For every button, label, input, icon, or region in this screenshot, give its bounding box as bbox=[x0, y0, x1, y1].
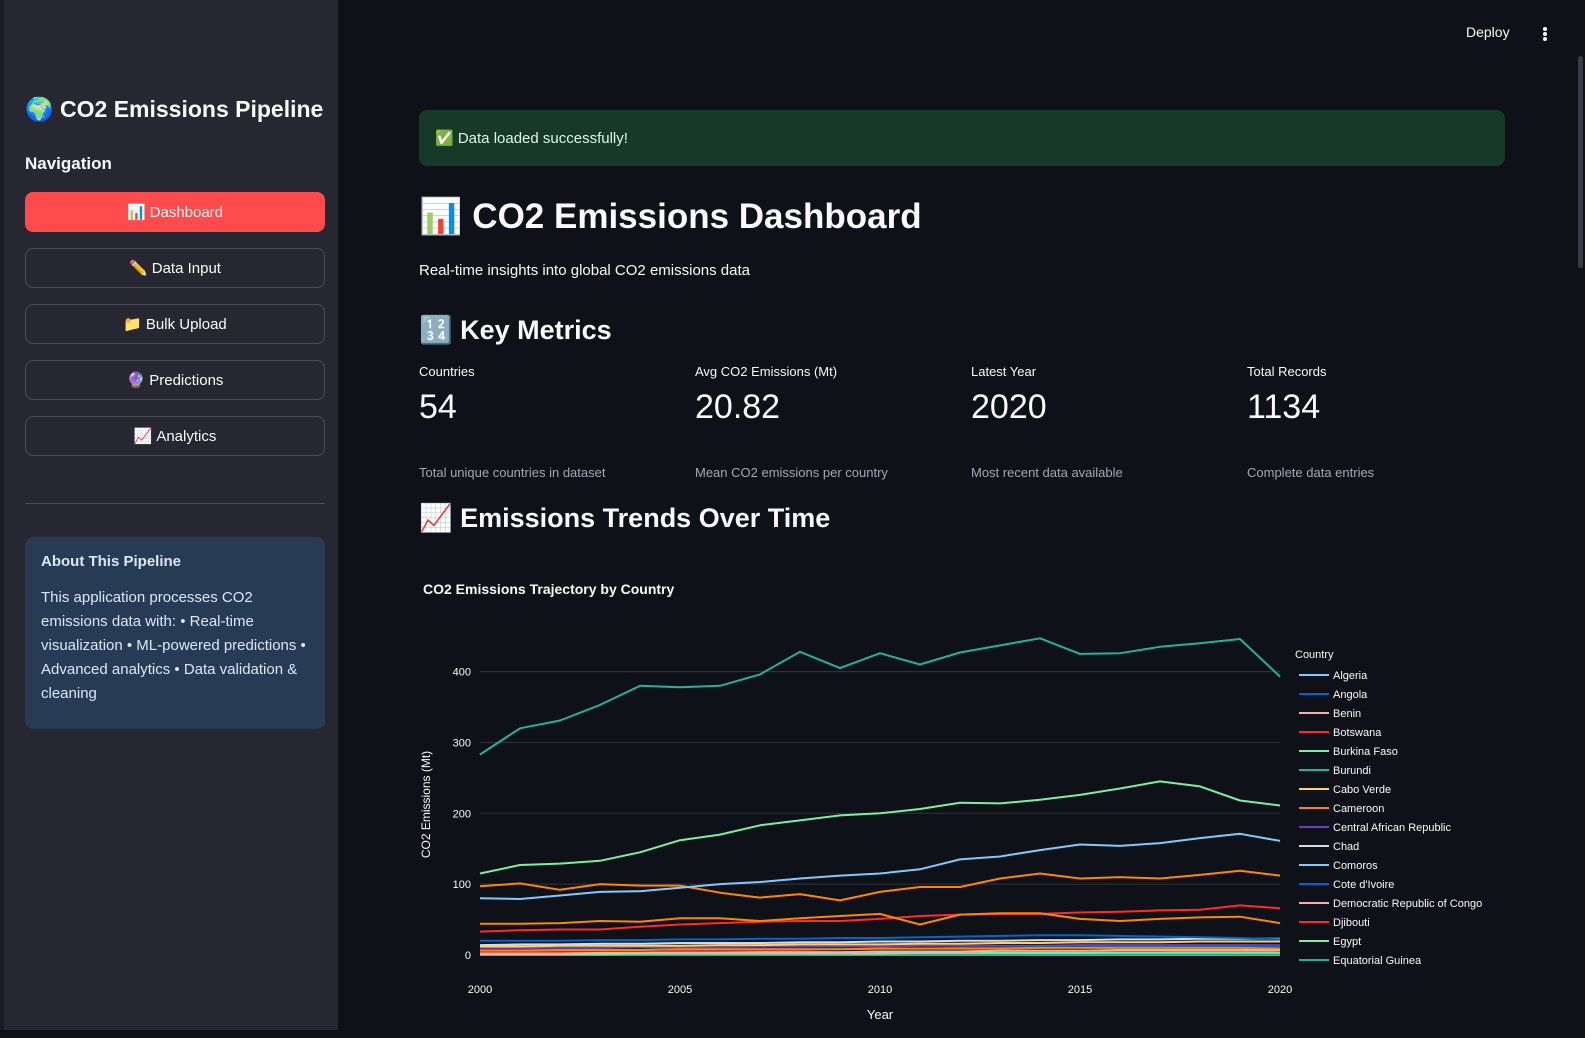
sidebar-title: 🌍 CO2 Emissions Pipeline bbox=[25, 96, 323, 123]
legend-label: Equatorial Guinea bbox=[1333, 955, 1422, 967]
legend-label: Comoros bbox=[1333, 860, 1378, 872]
x-tick-label: 2015 bbox=[1068, 984, 1092, 996]
y-tick-label: 300 bbox=[453, 737, 471, 749]
legend-label: Central African Republic bbox=[1333, 822, 1452, 834]
x-tick-label: 2005 bbox=[668, 984, 692, 996]
navigation-label: Navigation bbox=[25, 154, 112, 174]
legend-label: Burkina Faso bbox=[1333, 746, 1398, 758]
crystal-ball-icon: 🔮 bbox=[127, 371, 146, 389]
metric-value: 2020 bbox=[971, 387, 1231, 427]
metric-avg-emissions: Avg CO2 Emissions (Mt) 20.82 Mean CO2 em… bbox=[695, 364, 955, 480]
nav-button-predictions[interactable]: 🔮 Predictions bbox=[25, 360, 325, 400]
y-tick-label: 200 bbox=[453, 808, 471, 820]
legend-label: Democratic Republic of Congo bbox=[1333, 898, 1482, 910]
legend-label: Cabo Verde bbox=[1333, 784, 1391, 796]
x-tick-label: 2000 bbox=[468, 984, 492, 996]
pencil-icon: ✏️ bbox=[129, 259, 148, 277]
key-metrics-header: 🔢 Key Metrics bbox=[419, 314, 612, 346]
metric-label: Avg CO2 Emissions (Mt) bbox=[695, 364, 955, 379]
legend-label: Algeria bbox=[1333, 670, 1368, 682]
series-line bbox=[480, 871, 1280, 901]
sidebar: 🌍 CO2 Emissions Pipeline Navigation 📊 Da… bbox=[0, 0, 338, 1030]
main-scrollbar[interactable] bbox=[1578, 56, 1583, 268]
metric-total-records: Total Records 1134 Complete data entries bbox=[1247, 364, 1507, 480]
legend-label: Chad bbox=[1333, 841, 1359, 853]
legend-label: Cameroon bbox=[1333, 803, 1384, 815]
metric-help: Mean CO2 emissions per country bbox=[695, 465, 955, 480]
metric-latest-year: Latest Year 2020 Most recent data availa… bbox=[971, 364, 1231, 480]
folder-icon: 📁 bbox=[123, 315, 142, 333]
emissions-chart: CO2 Emissions Trajectory by Country 0 100 2… bbox=[419, 572, 1519, 1032]
metric-help: Complete data entries bbox=[1247, 465, 1507, 480]
kebab-menu-icon[interactable] bbox=[1540, 24, 1550, 44]
trend-chart-icon: 📈 bbox=[134, 427, 153, 445]
legend-label: Benin bbox=[1333, 708, 1361, 720]
about-body: This application processes CO2 emissions… bbox=[41, 586, 309, 706]
page-subtitle: Real-time insights into global CO2 emiss… bbox=[419, 262, 750, 279]
sidebar-divider bbox=[25, 503, 325, 504]
nav-button-analytics[interactable]: 📈 Analytics bbox=[25, 416, 325, 456]
y-axis-label: CO2 Emissions (Mt) bbox=[419, 751, 433, 858]
legend-label: Botswana bbox=[1333, 727, 1382, 739]
legend-label: Burundi bbox=[1333, 765, 1371, 777]
nav-button-dashboard[interactable]: 📊 Dashboard bbox=[25, 192, 325, 232]
nav-button-label: Bulk Upload bbox=[146, 316, 227, 333]
metric-value: 54 bbox=[419, 387, 679, 427]
chart-icon: 📊 bbox=[127, 203, 146, 221]
nav-button-bulk-upload[interactable]: 📁 Bulk Upload bbox=[25, 304, 325, 344]
nav-button-label: Dashboard bbox=[150, 204, 223, 221]
about-title: About This Pipeline bbox=[41, 553, 309, 570]
legend-label: Angola bbox=[1333, 689, 1368, 701]
success-alert: ✅ Data loaded successfully! bbox=[419, 110, 1505, 166]
metric-help: Total unique countries in dataset bbox=[419, 465, 679, 480]
series-line bbox=[480, 781, 1280, 873]
metric-countries: Countries 54 Total unique countries in d… bbox=[419, 364, 679, 480]
chart-title: CO2 Emissions Trajectory by Country bbox=[423, 581, 675, 597]
x-tick-label: 2010 bbox=[868, 984, 892, 996]
nav-button-data-input[interactable]: ✏️ Data Input bbox=[25, 248, 325, 288]
nav-button-label: Predictions bbox=[149, 372, 223, 389]
metric-value: 20.82 bbox=[695, 387, 955, 427]
x-axis-label: Year bbox=[867, 1007, 894, 1022]
nav-button-label: Data Input bbox=[152, 260, 221, 277]
legend-label: Cote d'Ivoire bbox=[1333, 879, 1394, 891]
y-tick-label: 0 bbox=[465, 950, 471, 962]
metric-label: Countries bbox=[419, 364, 679, 379]
metric-label: Latest Year bbox=[971, 364, 1231, 379]
metric-label: Total Records bbox=[1247, 364, 1507, 379]
legend-title: Country bbox=[1295, 649, 1334, 661]
series-line bbox=[480, 638, 1280, 754]
deploy-button[interactable]: Deploy bbox=[1466, 24, 1510, 40]
metric-value: 1134 bbox=[1247, 387, 1507, 427]
about-info-box: About This Pipeline This application pro… bbox=[25, 537, 325, 729]
trends-header: 📈 Emissions Trends Over Time bbox=[419, 502, 830, 534]
nav-button-label: Analytics bbox=[156, 428, 216, 445]
series-line bbox=[480, 834, 1280, 899]
legend-label: Djibouti bbox=[1333, 917, 1370, 929]
x-tick-label: 2020 bbox=[1268, 984, 1292, 996]
emissions-chart-svg: CO2 Emissions Trajectory by Country 0 100 2… bbox=[419, 572, 1519, 1032]
y-tick-label: 100 bbox=[453, 879, 471, 891]
page-title: 📊 CO2 Emissions Dashboard bbox=[419, 196, 922, 237]
metric-help: Most recent data available bbox=[971, 465, 1231, 480]
y-tick-label: 400 bbox=[453, 667, 471, 679]
legend-label: Egypt bbox=[1333, 936, 1361, 948]
